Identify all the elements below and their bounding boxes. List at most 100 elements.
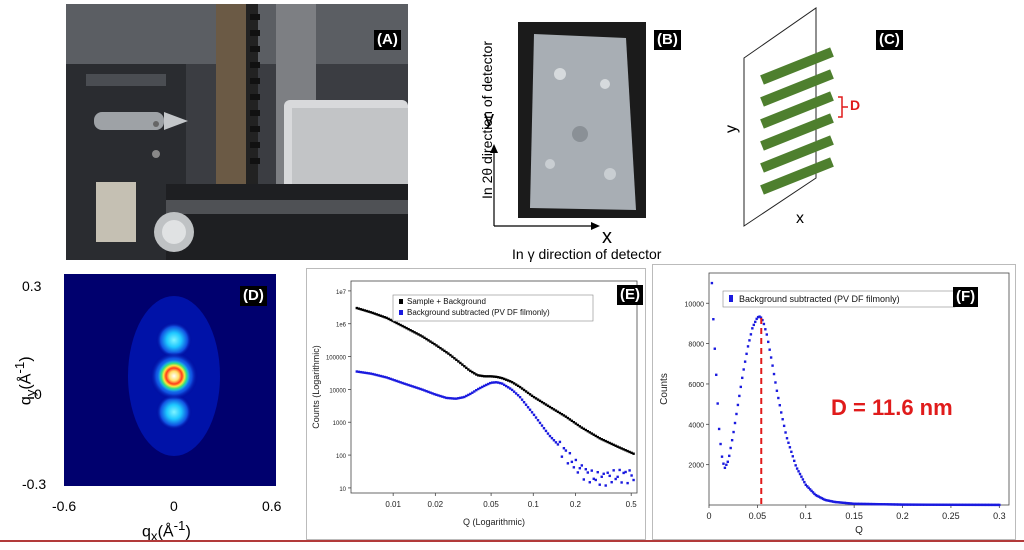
chart-f-point	[924, 503, 927, 506]
bottom-rule	[0, 540, 1024, 542]
chart-e-point	[445, 396, 448, 400]
chart-f-point	[879, 503, 883, 506]
chart-e-point	[415, 386, 418, 389]
chart-f-point	[986, 503, 989, 507]
chart-e-point	[383, 315, 386, 319]
chart-e-point	[459, 396, 462, 400]
chart-f-point	[733, 421, 737, 425]
chart-f-ytick-label: 4000	[688, 422, 704, 429]
chart-e-point	[473, 372, 476, 375]
chart-e-point	[612, 443, 615, 447]
chart-f-ytick-label: 10000	[685, 301, 705, 308]
chart-f-point	[808, 488, 812, 491]
chart-e-point	[544, 403, 548, 406]
chart-e-point	[572, 466, 576, 469]
chart-e-point	[375, 373, 378, 377]
chart-f-point	[759, 316, 763, 319]
chart-e-point	[546, 404, 550, 407]
panel-c: D y x (C)	[720, 4, 940, 266]
chart-e-point	[504, 378, 508, 381]
chart-f-point	[992, 503, 995, 507]
chart-f-point	[735, 412, 738, 416]
chart-e-point	[383, 375, 386, 379]
chart-e-point	[427, 339, 430, 342]
chart-e-point	[590, 432, 593, 435]
chart-f-point	[790, 450, 793, 453]
chart-e-point	[492, 381, 496, 384]
chart-e-point	[479, 386, 482, 390]
d-xtick-mid: 0	[170, 498, 178, 514]
chart-e-point	[415, 332, 418, 335]
chart-f-point	[829, 499, 832, 503]
chart-e-point	[502, 383, 506, 387]
chart-e-point	[441, 348, 444, 351]
chart-e-point	[552, 408, 556, 411]
chart-e-point	[455, 358, 458, 362]
chart-e-point	[419, 387, 422, 391]
chart-e-point	[407, 327, 410, 331]
chart-e-point	[441, 395, 444, 398]
chart-e-xtick-label: 0.02	[428, 500, 444, 509]
chart-e-point	[403, 382, 406, 385]
chart-f-point	[811, 491, 815, 494]
chart-e-legend-box	[392, 294, 594, 322]
chart-f-point	[940, 503, 943, 506]
chart-e-point	[473, 390, 476, 393]
chart-e-point	[624, 470, 627, 474]
chart-f-point	[889, 503, 893, 506]
chart-f-point	[956, 503, 959, 507]
chart-f-point	[884, 503, 887, 506]
chart-e-point	[401, 381, 404, 385]
chart-e-point	[498, 381, 502, 385]
chart-f-point	[957, 503, 961, 507]
chart-e-point	[546, 432, 550, 435]
chart-f-xtick-label: 0	[706, 511, 711, 521]
chart-f-point	[834, 500, 838, 504]
chart-e-point	[568, 451, 572, 455]
chart-f-point	[836, 501, 839, 504]
chart-e-point	[596, 471, 599, 474]
chart-f-ytick-label: 2000	[688, 463, 704, 470]
chart-f-point	[902, 503, 906, 506]
chart-f-point	[842, 501, 845, 504]
chart-e-point	[526, 406, 530, 409]
chart-f-point	[856, 502, 859, 506]
chart-f-point	[741, 376, 744, 380]
chart-e-point	[361, 371, 364, 374]
chart-f-point	[878, 503, 881, 506]
chart-f-point	[814, 493, 818, 497]
sample-photo-diagram	[490, 22, 646, 230]
chart-e-point	[586, 471, 589, 474]
chart-e-point	[510, 388, 514, 392]
chart-e-point	[363, 371, 366, 374]
chart-e-point	[485, 375, 488, 378]
chart-e-point	[407, 383, 410, 387]
panel-label-e: (E)	[617, 285, 643, 305]
chart-f-point	[736, 403, 740, 407]
chart-f-point	[927, 503, 930, 506]
chart-f-point	[743, 360, 747, 363]
chart-e-point	[584, 428, 587, 432]
chart-e-point	[427, 390, 430, 394]
chart-f-point	[881, 503, 884, 506]
chart-f-point	[988, 503, 991, 507]
chart-e-point	[393, 379, 396, 382]
chart-f-point	[821, 497, 825, 501]
chart-e-point	[558, 440, 562, 444]
chart-e-point	[395, 321, 398, 325]
chart-f-point	[950, 503, 953, 506]
chart-e-point	[590, 469, 593, 472]
chart-f-point	[758, 315, 761, 318]
chart-f-point	[843, 501, 846, 505]
chart-f-point	[845, 501, 848, 505]
chart-e-point	[518, 395, 522, 399]
chart-f-point	[745, 352, 748, 356]
chart-e-point	[391, 319, 394, 323]
chart-e-point	[487, 375, 490, 378]
chart-e-point	[443, 349, 446, 353]
chart-f-point	[787, 441, 790, 444]
chart-e-point	[608, 474, 611, 478]
chart-e-point	[435, 393, 438, 397]
chart-e-xtick-label: 0.05	[483, 500, 499, 509]
chart-e-point	[405, 326, 408, 330]
